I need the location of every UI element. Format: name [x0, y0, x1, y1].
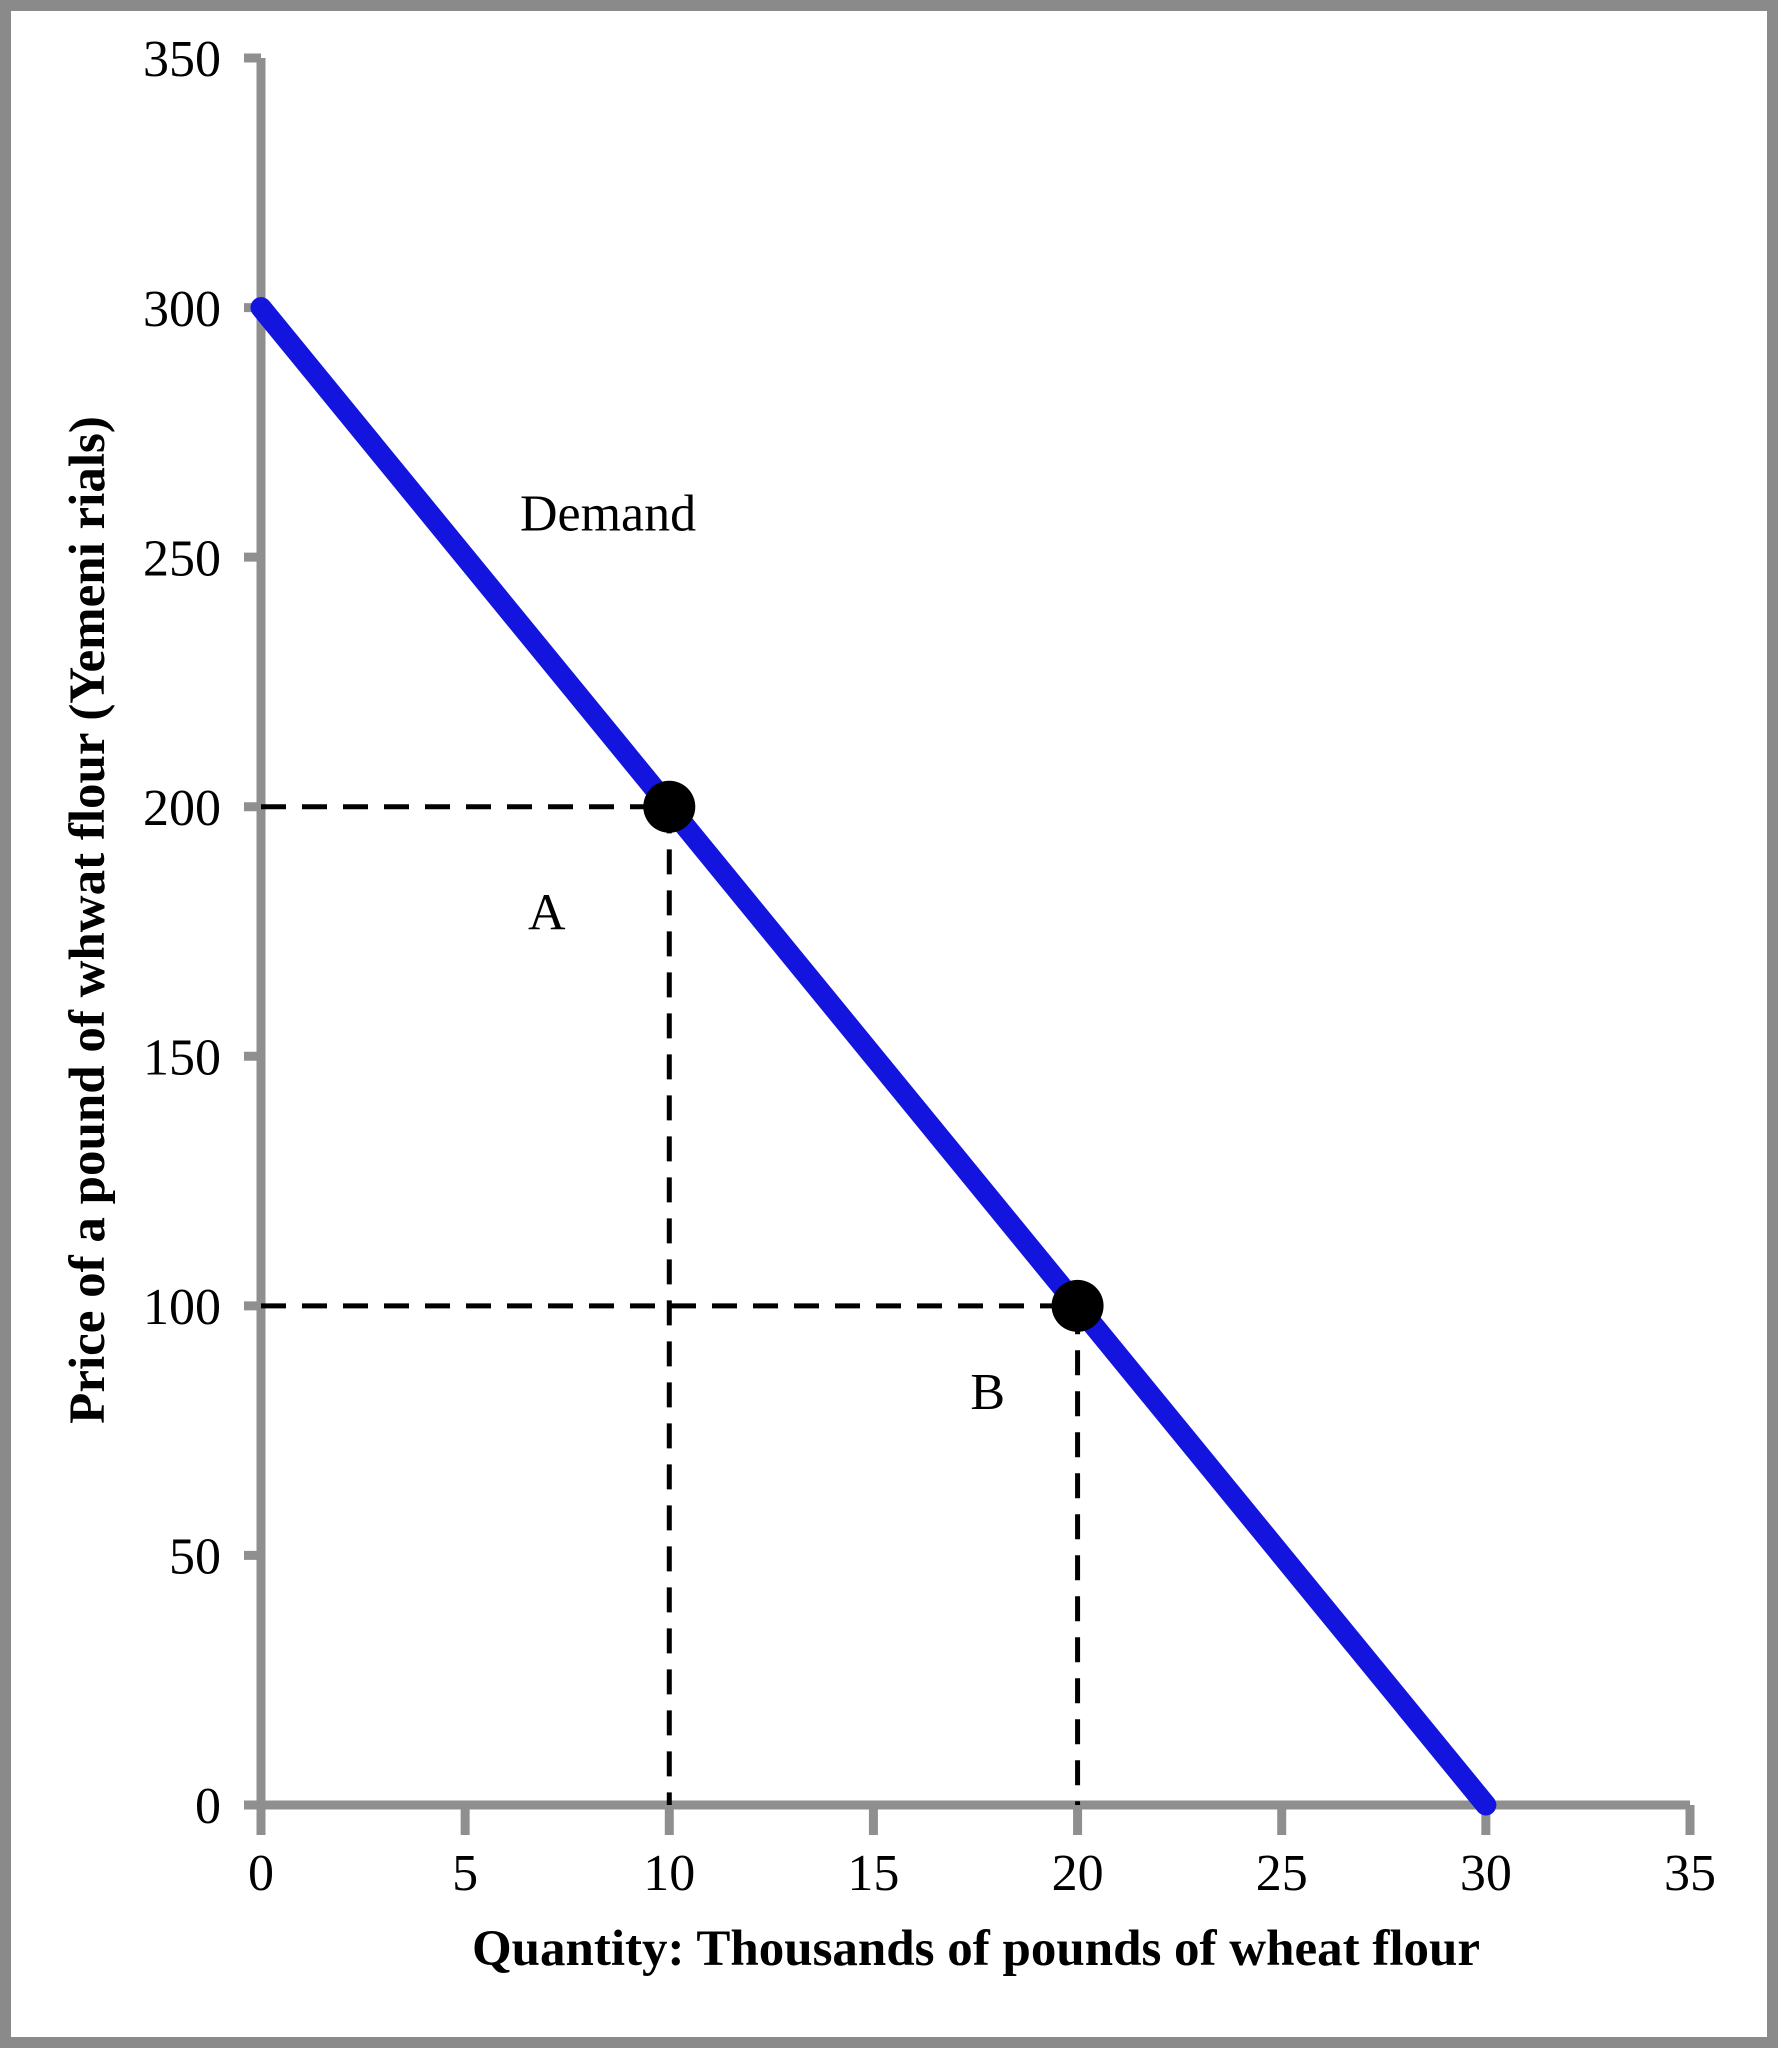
y-tick-label: 50 [169, 1529, 221, 1586]
x-tick-label: 5 [452, 1845, 478, 1902]
dashed-guide-A [261, 804, 672, 1805]
y-tick-label: 200 [143, 780, 221, 837]
y-tick-label: 0 [195, 1778, 221, 1835]
y-tick-label: 350 [143, 31, 221, 88]
x-axis-title: Quantity: Thousands of pounds of wheat f… [472, 1921, 1480, 1977]
dashed-guide-B [261, 1303, 1081, 1805]
y-tick-label: 150 [143, 1029, 221, 1086]
point-marker-A [643, 780, 696, 833]
y-tick-label: 100 [143, 1279, 221, 1336]
y-tick-label: 300 [143, 281, 221, 338]
y-axis-title: Price of a pound of whwat flour (Yemeni … [60, 416, 116, 1424]
demand-curve [250, 297, 1497, 1816]
x-tick-label: 35 [1664, 1845, 1716, 1902]
point-label-A: A [528, 885, 566, 942]
axes-line [256, 58, 1690, 1810]
point-label-B: B [970, 1364, 1005, 1421]
point-marker-B [1051, 1279, 1104, 1332]
x-tick-label: 20 [1052, 1845, 1104, 1902]
demand-curve-label: Demand [520, 485, 696, 542]
x-tick-label: 30 [1460, 1845, 1512, 1902]
x-tick-label: 15 [847, 1845, 899, 1902]
x-tick-label: 0 [248, 1845, 274, 1902]
y-tick-label: 250 [143, 530, 221, 587]
x-tick-label: 25 [1256, 1845, 1308, 1902]
x-tick-label: 10 [643, 1845, 695, 1902]
